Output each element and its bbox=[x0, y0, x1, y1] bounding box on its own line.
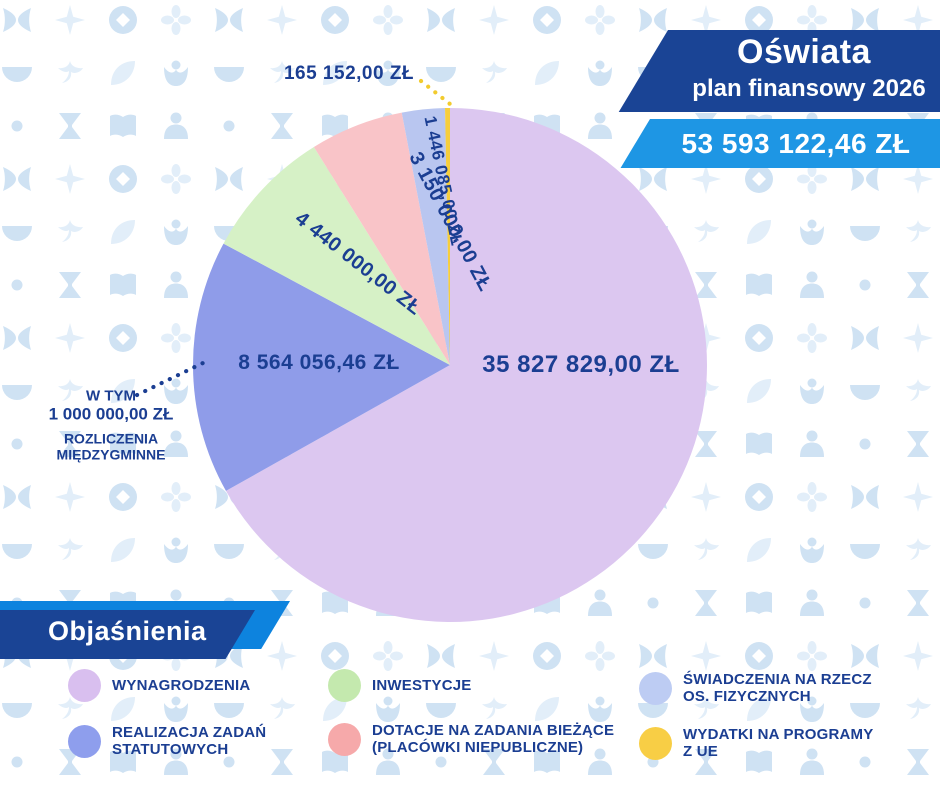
annotation-line3: ROZLICZENIA bbox=[63, 430, 159, 447]
pie-slice-6 bbox=[445, 108, 450, 365]
legend-item-label: WYDATKI NA PROGRAMY Z UE bbox=[683, 726, 874, 760]
legend-swatch-realizacja-zadan bbox=[68, 724, 101, 758]
annotation-line2: 1 000 000,00 ZŁ bbox=[48, 404, 174, 424]
legend-swatch-dotacje bbox=[328, 722, 361, 756]
legend-item-realizacja-zadan: REALIZACJA ZADAŃ STATUTOWYCH bbox=[68, 724, 266, 758]
legend-title: Objaśnienia bbox=[48, 616, 207, 646]
pie-slice-5 bbox=[401, 108, 450, 366]
pie-slices bbox=[192, 108, 707, 622]
leader-line-navy bbox=[134, 359, 208, 398]
legend-swatch-inwestycje bbox=[328, 669, 361, 702]
pie-slice-4 bbox=[313, 112, 450, 365]
legend-item-swiadczenia: ŚWIADCZENIA NA RZECZ OS. FIZYCZNYCH bbox=[639, 671, 872, 705]
legend-item-wydatki-ue: WYDATKI NA PROGRAMY Z UE bbox=[639, 726, 873, 760]
total-banner: 53 593 122,46 ZŁ bbox=[650, 119, 940, 168]
slice-label-wydatki-ue: 165 152,00 ZŁ bbox=[283, 63, 415, 84]
leader-line-yellow bbox=[418, 78, 453, 107]
legend-item-wynagrodzenia: WYNAGRODZENIA bbox=[68, 669, 250, 702]
annotation-line4: MIĘDZYGMINNE bbox=[56, 446, 166, 463]
legend-swatch-swiadczenia bbox=[639, 671, 672, 705]
legend-item-label: REALIZACJA ZADAŃ STATUTOWYCH bbox=[112, 724, 267, 758]
pie-slice-1 bbox=[225, 108, 707, 622]
header-title: Oświata bbox=[737, 33, 871, 71]
legend-item-label: WYNAGRODZENIA bbox=[112, 677, 251, 694]
legend-item-label: ŚWIADCZENIA NA RZECZ OS. FIZYCZNYCH bbox=[683, 671, 872, 705]
legend-item-dotacje: DOTACJE NA ZADANIA BIEŻĄCE (PLACÓWKI NIE… bbox=[328, 722, 614, 756]
legend-item-label: DOTACJE NA ZADANIA BIEŻĄCE (PLACÓWKI NIE… bbox=[372, 722, 615, 756]
header-banner: Oświata plan finansowy 2026 bbox=[668, 30, 940, 112]
legend-swatch-wydatki-ue bbox=[639, 726, 672, 760]
pie-slice-3 bbox=[223, 147, 450, 365]
pie-slice-2 bbox=[192, 243, 450, 491]
header-subtitle: plan finansowy 2026 bbox=[692, 75, 926, 102]
slice-label-wynagrodzenia: 35 827 829,00 ZŁ bbox=[482, 351, 680, 378]
annotation-line1: W TYM bbox=[85, 387, 136, 405]
total-amount: 53 593 122,46 ZŁ bbox=[681, 128, 911, 159]
legend-item-label: INWESTYCJE bbox=[372, 677, 472, 694]
annotation-rozliczenia-miedzygminne: W TYM 1 000 000,00 ZŁ ROZLICZENIA MIĘDZY… bbox=[49, 388, 174, 463]
slice-label-realizacja-zadan: 8 564 056,46 ZŁ bbox=[238, 351, 400, 374]
legend-item-inwestycje: INWESTYCJE bbox=[328, 669, 472, 702]
legend-swatch-wynagrodzenia bbox=[68, 669, 101, 702]
